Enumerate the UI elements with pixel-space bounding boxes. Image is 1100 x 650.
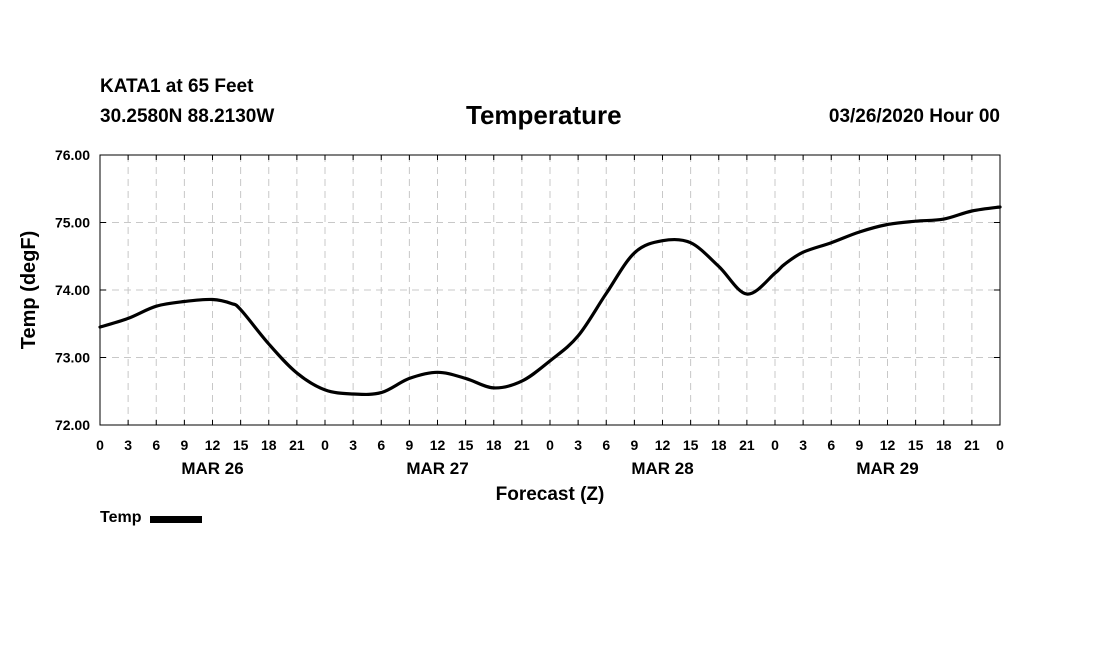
x-tick-label: 15 bbox=[458, 437, 474, 453]
x-tick-label: 9 bbox=[180, 437, 188, 453]
day-label: MAR 26 bbox=[181, 459, 243, 478]
x-tick-label: 12 bbox=[205, 437, 221, 453]
x-tick-label: 21 bbox=[964, 437, 980, 453]
x-tick-label: 18 bbox=[936, 437, 952, 453]
x-tick-label: 6 bbox=[377, 437, 385, 453]
y-tick-label: 76.00 bbox=[55, 147, 90, 163]
day-label: MAR 29 bbox=[856, 459, 918, 478]
x-tick-label: 3 bbox=[349, 437, 357, 453]
x-tick-label: 0 bbox=[771, 437, 779, 453]
day-labels: MAR 26 MAR 27 MAR 28 MAR 29 bbox=[181, 459, 918, 478]
x-tick-label: 15 bbox=[233, 437, 249, 453]
station-name: KATA1 at 65 Feet bbox=[100, 76, 254, 97]
x-tick-label: 3 bbox=[124, 437, 132, 453]
x-tick-label: 12 bbox=[655, 437, 671, 453]
y-tick-label: 73.00 bbox=[55, 350, 90, 366]
x-axis-title: Forecast (Z) bbox=[496, 484, 605, 505]
x-tick-label: 6 bbox=[152, 437, 160, 453]
x-tick-label: 9 bbox=[630, 437, 638, 453]
x-tick-label: 3 bbox=[799, 437, 807, 453]
x-tick-label: 15 bbox=[908, 437, 924, 453]
x-tick-label: 9 bbox=[405, 437, 413, 453]
x-tick-label: 3 bbox=[574, 437, 582, 453]
x-tick-label: 18 bbox=[486, 437, 502, 453]
x-tick-label: 6 bbox=[602, 437, 610, 453]
x-tick-label: 15 bbox=[683, 437, 699, 453]
y-tick-label: 72.00 bbox=[55, 417, 90, 433]
legend-swatch bbox=[150, 515, 203, 523]
x-tick-label: 21 bbox=[514, 437, 530, 453]
axis-ticks bbox=[99, 154, 1001, 426]
x-tick-label: 0 bbox=[546, 437, 554, 453]
x-tick-label: 6 bbox=[827, 437, 835, 453]
grid-lines bbox=[100, 155, 1000, 425]
series-line-temp bbox=[98, 205, 1002, 397]
x-tick-label: 0 bbox=[96, 437, 104, 453]
model-run-time: 03/26/2020 Hour 00 bbox=[828, 106, 1000, 127]
y-axis-title: Temp (degF) bbox=[18, 231, 40, 350]
y-tick-labels: 72.00 73.00 74.00 75.00 76.00 bbox=[55, 147, 90, 433]
day-label: MAR 27 bbox=[406, 459, 468, 478]
x-tick-label: 12 bbox=[880, 437, 896, 453]
x-tick-labels: 0 3 6 9 12 15 18 21 0 3 6 9 12 15 18 21 0 3 6 9 12 15 18 21 0 3 6 9… bbox=[96, 437, 1004, 453]
legend-label: Temp bbox=[100, 509, 142, 526]
legend: Temp bbox=[100, 509, 203, 527]
chart-title: Temperature bbox=[466, 100, 622, 130]
x-tick-label: 9 bbox=[855, 437, 863, 453]
station-coordinates: 30.2580N 88.2130W bbox=[100, 106, 275, 127]
x-tick-label: 0 bbox=[321, 437, 329, 453]
x-tick-label: 18 bbox=[261, 437, 277, 453]
x-tick-label: 12 bbox=[430, 437, 446, 453]
y-tick-label: 75.00 bbox=[55, 215, 90, 231]
x-tick-label: 21 bbox=[739, 437, 755, 453]
x-tick-label: 21 bbox=[289, 437, 305, 453]
y-tick-label: 74.00 bbox=[55, 282, 90, 298]
x-tick-label: 0 bbox=[996, 437, 1004, 453]
x-tick-label: 18 bbox=[711, 437, 727, 453]
day-label: MAR 28 bbox=[631, 459, 693, 478]
